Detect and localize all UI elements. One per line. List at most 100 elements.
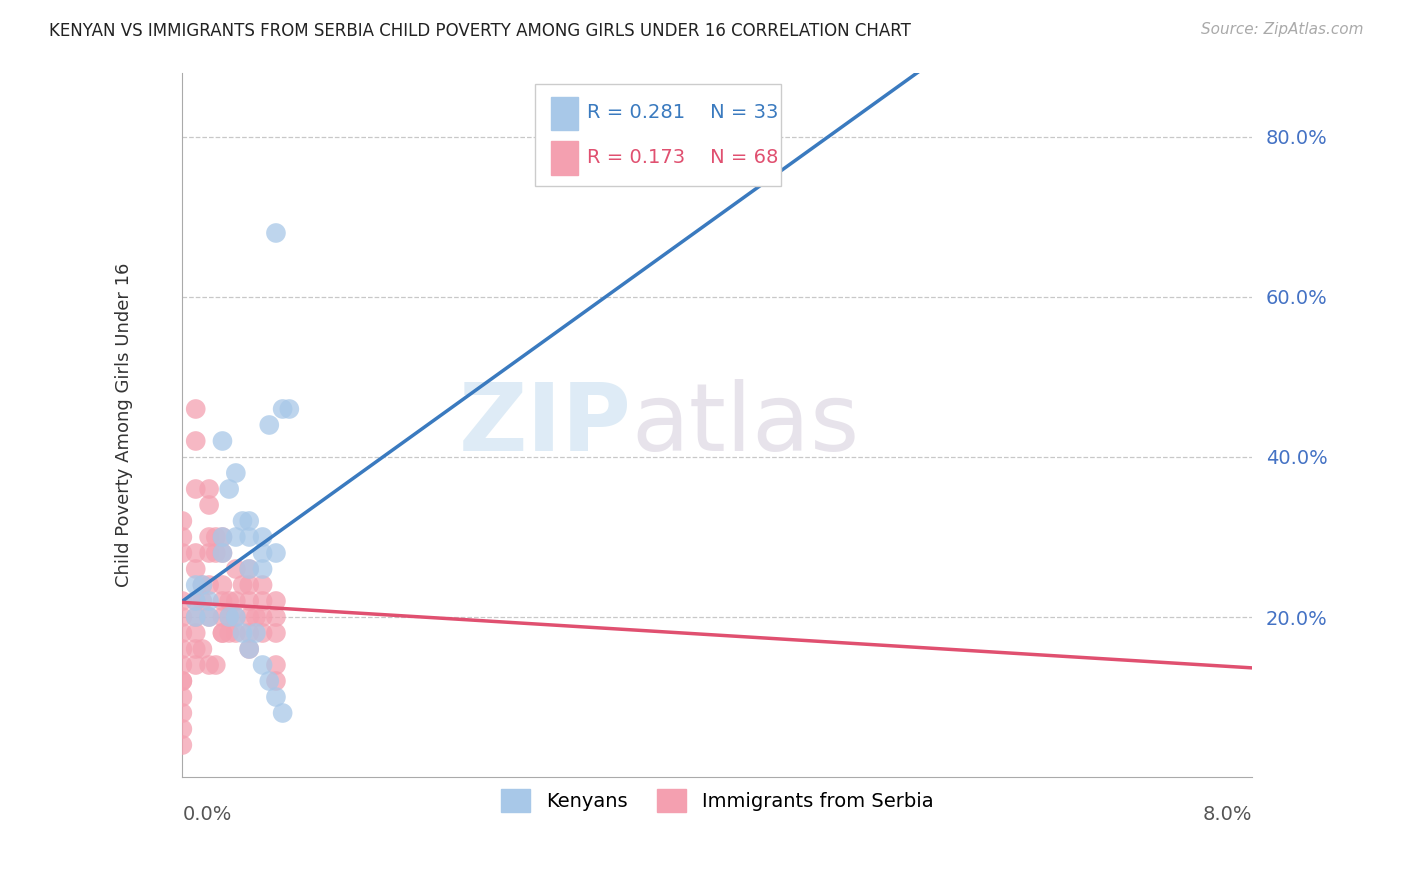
Point — [264, 658, 287, 673]
Point — [231, 578, 253, 592]
Point — [245, 610, 267, 624]
Point — [172, 658, 194, 673]
Point — [211, 578, 233, 592]
Bar — [551, 141, 578, 175]
Point — [184, 626, 207, 640]
Point — [271, 402, 294, 417]
Point — [172, 546, 194, 560]
Point — [218, 594, 240, 608]
Point — [264, 546, 287, 560]
Point — [264, 610, 287, 624]
Text: Child Poverty Among Girls Under 16: Child Poverty Among Girls Under 16 — [114, 263, 132, 587]
Text: 0.0%: 0.0% — [183, 805, 232, 824]
Point — [211, 546, 233, 560]
Point — [198, 498, 221, 512]
Point — [238, 578, 260, 592]
Point — [172, 673, 194, 688]
Point — [172, 530, 194, 544]
Point — [172, 642, 194, 657]
Point — [278, 402, 301, 417]
Point — [184, 594, 207, 608]
Point — [238, 530, 260, 544]
Point — [172, 514, 194, 528]
Text: 8.0%: 8.0% — [1202, 805, 1253, 824]
Point — [198, 578, 221, 592]
Point — [198, 530, 221, 544]
Point — [225, 610, 247, 624]
Point — [225, 594, 247, 608]
Point — [211, 594, 233, 608]
Point — [259, 417, 281, 432]
Point — [184, 546, 207, 560]
Point — [252, 546, 274, 560]
Point — [238, 626, 260, 640]
Text: KENYAN VS IMMIGRANTS FROM SERBIA CHILD POVERTY AMONG GIRLS UNDER 16 CORRELATION : KENYAN VS IMMIGRANTS FROM SERBIA CHILD P… — [49, 22, 911, 40]
Text: Source: ZipAtlas.com: Source: ZipAtlas.com — [1201, 22, 1364, 37]
Point — [211, 530, 233, 544]
Point — [172, 594, 194, 608]
Point — [198, 594, 221, 608]
Point — [252, 562, 274, 576]
Bar — [551, 96, 578, 130]
Point — [245, 626, 267, 640]
Point — [218, 482, 240, 496]
Point — [225, 562, 247, 576]
Point — [211, 530, 233, 544]
Point — [238, 562, 260, 576]
Point — [198, 482, 221, 496]
Point — [218, 610, 240, 624]
Point — [252, 594, 274, 608]
Point — [184, 482, 207, 496]
Point — [184, 434, 207, 448]
Point — [172, 610, 194, 624]
Point — [191, 642, 214, 657]
Text: R = 0.281    N = 33: R = 0.281 N = 33 — [586, 103, 778, 122]
Point — [238, 562, 260, 576]
Point — [184, 642, 207, 657]
Point — [225, 530, 247, 544]
Point — [198, 610, 221, 624]
Point — [218, 626, 240, 640]
Point — [252, 530, 274, 544]
Point — [264, 690, 287, 704]
Point — [238, 610, 260, 624]
Point — [204, 658, 226, 673]
Point — [172, 706, 194, 720]
Point — [271, 706, 294, 720]
Legend: Kenyans, Immigrants from Serbia: Kenyans, Immigrants from Serbia — [494, 780, 941, 820]
Point — [198, 610, 221, 624]
Point — [259, 673, 281, 688]
Point — [184, 594, 207, 608]
Point — [211, 546, 233, 560]
Point — [172, 722, 194, 736]
Point — [264, 226, 287, 240]
Point — [252, 578, 274, 592]
Point — [191, 594, 214, 608]
Point — [252, 658, 274, 673]
Point — [211, 434, 233, 448]
Point — [211, 626, 233, 640]
Point — [252, 626, 274, 640]
Point — [184, 610, 207, 624]
Point — [211, 610, 233, 624]
Point — [172, 690, 194, 704]
Point — [218, 610, 240, 624]
Point — [184, 610, 207, 624]
Point — [211, 626, 233, 640]
Point — [225, 466, 247, 480]
Text: ZIP: ZIP — [458, 379, 631, 471]
Point — [264, 626, 287, 640]
Point — [231, 626, 253, 640]
Point — [198, 546, 221, 560]
Point — [184, 658, 207, 673]
Point — [191, 578, 214, 592]
Point — [264, 673, 287, 688]
Point — [172, 673, 194, 688]
Text: atlas: atlas — [631, 379, 860, 471]
Point — [225, 610, 247, 624]
Point — [198, 658, 221, 673]
Point — [191, 578, 214, 592]
Point — [172, 738, 194, 752]
FancyBboxPatch shape — [536, 84, 782, 186]
Point — [238, 642, 260, 657]
